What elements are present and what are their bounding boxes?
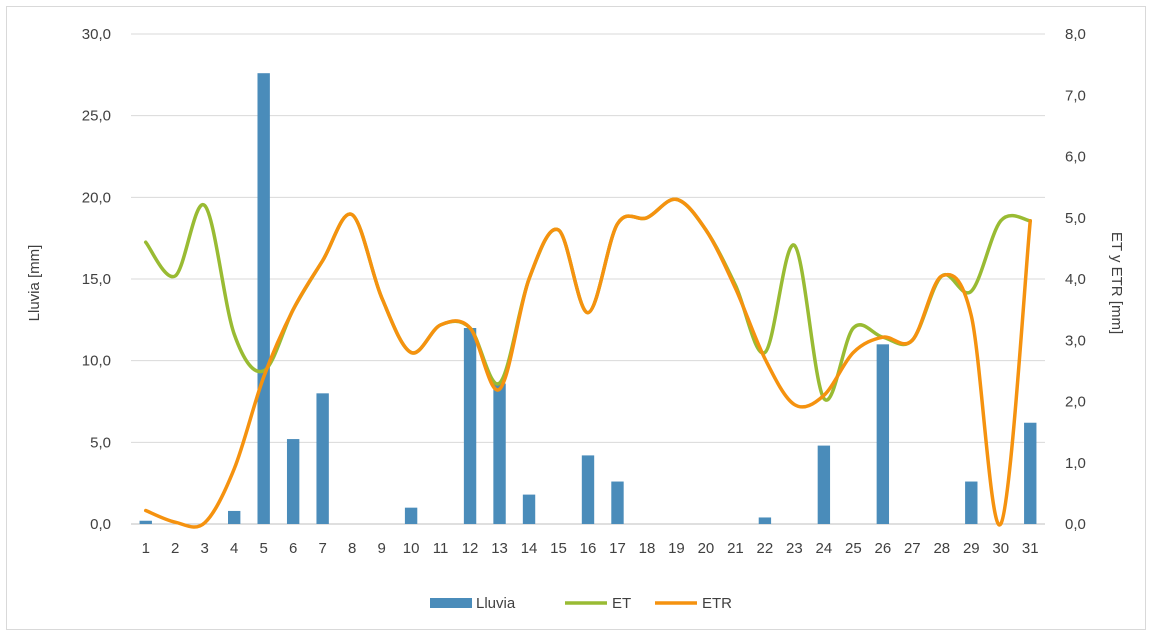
y-left-tick-label: 25,0 <box>82 108 111 125</box>
x-tick-label: 10 <box>403 540 420 557</box>
x-tick-label: 2 <box>171 540 179 557</box>
x-tick-label: 27 <box>904 540 921 557</box>
y-right-tick-label: 7,0 <box>1065 87 1086 104</box>
y-right-tick-label: 6,0 <box>1065 149 1086 166</box>
y-left-tick-label: 15,0 <box>82 271 111 288</box>
x-tick-label: 20 <box>698 540 715 557</box>
bar-lluvia <box>228 510 241 524</box>
y-left-tick-labels: 0,0 5,0 10,0 15,0 20,0 25,0 30,0 <box>82 26 111 533</box>
x-tick-label: 23 <box>786 540 803 557</box>
x-tick-label: 22 <box>757 540 774 557</box>
x-tick-label: 12 <box>462 540 479 557</box>
x-tick-label: 3 <box>201 540 209 557</box>
x-tick-label: 14 <box>521 540 538 557</box>
bar-lluvia <box>493 383 506 524</box>
bar-lluvia <box>611 481 624 524</box>
bar-lluvia <box>139 520 152 524</box>
y-right-axis-title: ET y ETR [mm] <box>1108 232 1125 334</box>
x-tick-label: 9 <box>377 540 385 557</box>
x-tick-label: 5 <box>260 540 268 557</box>
bar-lluvia <box>463 328 477 524</box>
legend-swatch-lluvia <box>430 598 472 608</box>
bar-lluvia <box>965 481 978 524</box>
y-right-tick-labels: 0,0 1,0 2,0 3,0 4,0 5,0 6,0 7,0 8,0 <box>1065 26 1086 533</box>
legend-label-lluvia: Lluvia <box>476 595 516 612</box>
x-tick-label: 26 <box>874 540 891 557</box>
bar-lluvia <box>581 455 595 524</box>
y-left-tick-label: 10,0 <box>82 353 111 370</box>
y-right-tick-label: 2,0 <box>1065 394 1086 411</box>
x-tick-label: 7 <box>318 540 326 557</box>
x-tick-label: 21 <box>727 540 744 557</box>
line-et <box>143 197 1033 402</box>
x-tick-label: 1 <box>142 540 150 557</box>
bar-lluvia <box>257 73 270 524</box>
bars-lluvia <box>139 73 1037 524</box>
bar-lluvia <box>316 393 329 524</box>
y-right-tick-label: 5,0 <box>1065 210 1086 227</box>
x-tick-label: 8 <box>348 540 356 557</box>
x-tick-label: 31 <box>1022 540 1039 557</box>
y-right-tick-label: 0,0 <box>1065 516 1086 533</box>
x-tick-label: 17 <box>609 540 626 557</box>
bar-lluvia <box>286 439 300 524</box>
y-left-tick-label: 0,0 <box>90 516 111 533</box>
bar-lluvia <box>817 445 831 524</box>
x-tick-label: 11 <box>433 540 449 557</box>
x-tick-label: 4 <box>230 540 238 557</box>
x-tick-label: 29 <box>963 540 980 557</box>
x-tick-label: 15 <box>550 540 567 557</box>
bar-lluvia <box>522 494 536 524</box>
y-left-tick-label: 20,0 <box>82 189 111 206</box>
x-tick-label: 18 <box>639 540 656 557</box>
gridlines <box>131 33 1045 525</box>
legend: Lluvia ET ETR <box>430 595 732 612</box>
x-tick-label: 13 <box>491 540 508 557</box>
bar-lluvia <box>758 517 772 524</box>
bar-lluvia <box>1024 422 1037 524</box>
y-right-tick-label: 1,0 <box>1065 455 1086 472</box>
y-left-tick-label: 30,0 <box>82 26 111 43</box>
x-tick-label: 19 <box>668 540 685 557</box>
x-tick-label: 30 <box>992 540 1009 557</box>
x-tick-label: 16 <box>580 540 597 557</box>
x-tick-label: 28 <box>933 540 950 557</box>
y-right-tick-label: 3,0 <box>1065 332 1086 349</box>
legend-label-et: ET <box>612 595 631 612</box>
legend-label-etr: ETR <box>702 595 732 612</box>
y-right-tick-label: 4,0 <box>1065 271 1086 288</box>
bar-lluvia <box>876 344 890 524</box>
lines <box>143 197 1033 529</box>
y-right-tick-label: 8,0 <box>1065 26 1086 43</box>
line-etr <box>143 197 1033 529</box>
y-left-tick-label: 5,0 <box>90 434 111 451</box>
x-tick-label: 6 <box>289 540 297 557</box>
x-tick-label: 24 <box>816 540 833 557</box>
x-tick-label: 25 <box>845 540 862 557</box>
y-left-axis-title: Lluvia [mm] <box>26 245 43 322</box>
x-tick-labels: 1 2 3 4 5 6 7 8 9 10 11 12 13 14 15 16 17 18 19 20 21 22 23 24 2… <box>142 540 1039 557</box>
bar-lluvia <box>404 507 418 524</box>
